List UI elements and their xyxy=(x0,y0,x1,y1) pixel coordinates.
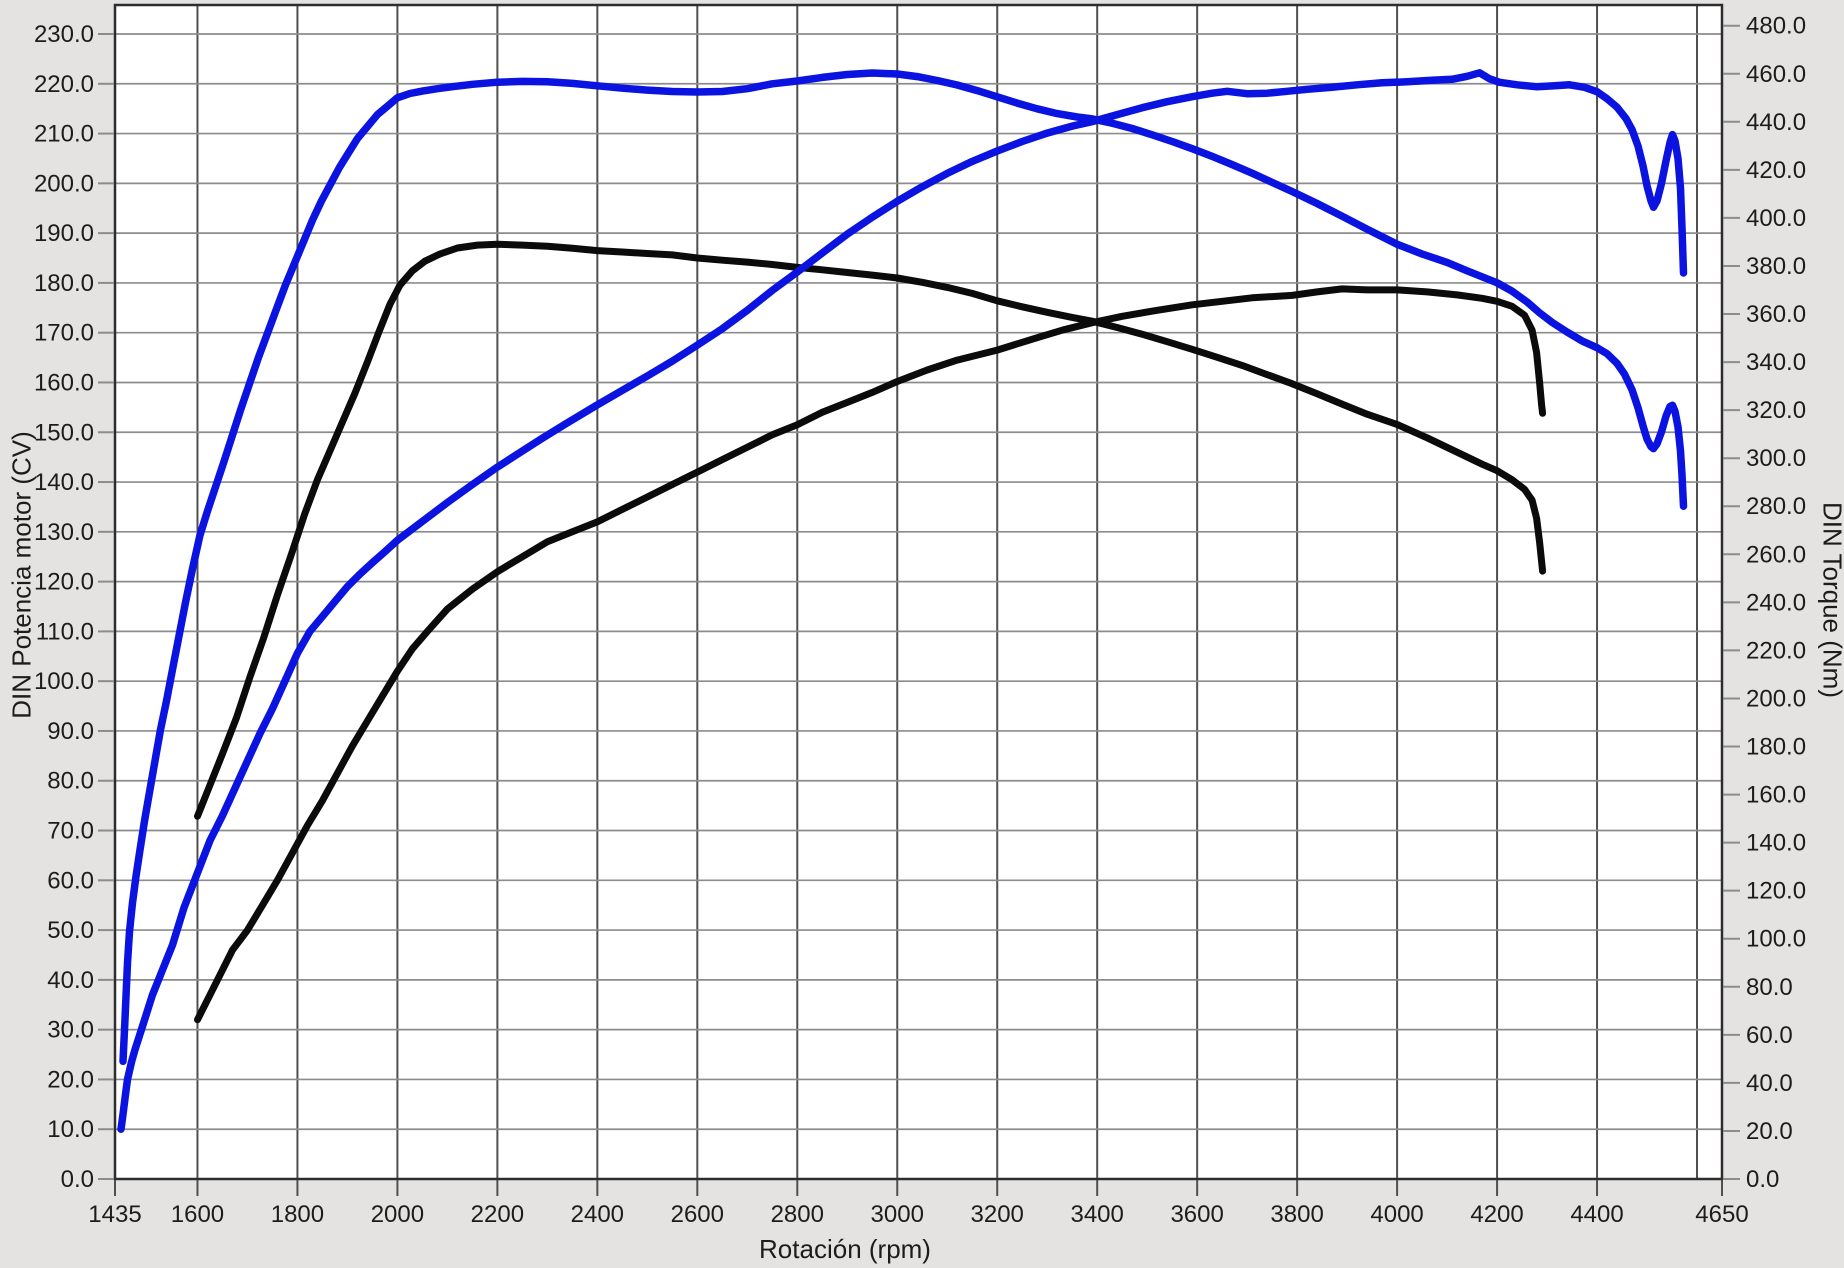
y-right-tick-label: 200.0 xyxy=(1746,685,1806,712)
y-left-tick-label: 200.0 xyxy=(34,170,94,197)
y-left-tick-label: 10.0 xyxy=(47,1116,94,1143)
horizontal-gridlines xyxy=(115,33,1722,1131)
x-tick-label: 2000 xyxy=(371,1201,424,1228)
x-tick-label: 4200 xyxy=(1470,1201,1523,1228)
left-axis-ticks: 0.0 10.0 20.0 30.0 40.0 50.0 60.0 70.0 80.0 90.0 1… xyxy=(34,21,114,1193)
y-right-tick-label: 140.0 xyxy=(1746,830,1806,857)
torque-blue-curve xyxy=(119,69,1688,1066)
y-left-tick-label: 100.0 xyxy=(34,668,94,695)
y-left-tick-label: 160.0 xyxy=(34,369,94,396)
curves xyxy=(117,69,1688,1133)
y-right-tick-label: 180.0 xyxy=(1746,734,1806,761)
y-right-tick-label: 80.0 xyxy=(1746,974,1793,1001)
y-right-tick-label: 160.0 xyxy=(1746,782,1806,809)
power-blue-curve xyxy=(117,69,1688,1133)
x-tick-label: 3600 xyxy=(1170,1201,1223,1228)
y-left-tick-label: 20.0 xyxy=(47,1066,94,1093)
y-left-tick-label: 50.0 xyxy=(47,917,94,944)
y-left-tick-label: 120.0 xyxy=(34,569,94,596)
x-tick-label: 1800 xyxy=(271,1201,324,1228)
y-left-tick-label: 110.0 xyxy=(36,618,94,645)
plot-area xyxy=(115,5,1722,1179)
y-left-tick-label: 140.0 xyxy=(34,469,94,496)
x-axis-ticks: 1435 1600 1800 2000 2200 2400 2600 2800 3000 3200… xyxy=(88,1180,1749,1228)
x-tick-label: 1435 xyxy=(88,1201,141,1228)
x-tick-label: 2400 xyxy=(571,1201,624,1228)
y-left-tick-label: 30.0 xyxy=(47,1017,94,1044)
x-tick-label: 4650 xyxy=(1695,1201,1748,1228)
y-right-tick-label: 300.0 xyxy=(1746,445,1806,472)
x-tick-label: 4000 xyxy=(1370,1201,1423,1228)
y-right-tick-label: 360.0 xyxy=(1746,301,1806,328)
y-right-tick-label: 220.0 xyxy=(1746,637,1806,664)
y-left-tick-label: 230.0 xyxy=(34,21,94,48)
x-axis-title: Rotación (rpm) xyxy=(759,1234,931,1264)
y-left-axis-title: DIN Potencia motor (CV) xyxy=(6,431,37,719)
y-left-tick-label: 130.0 xyxy=(34,519,94,546)
y-right-tick-label: 260.0 xyxy=(1746,541,1806,568)
y-left-tick-label: 80.0 xyxy=(47,768,94,795)
y-right-tick-label: 480.0 xyxy=(1746,13,1806,40)
vertical-gridlines xyxy=(196,5,1699,1179)
x-tick-label: 3800 xyxy=(1270,1201,1323,1228)
plot-border xyxy=(113,3,1724,1181)
y-right-tick-label: 460.0 xyxy=(1746,61,1806,88)
x-tick-label: 3200 xyxy=(971,1201,1024,1228)
y-left-tick-label: 220.0 xyxy=(34,71,94,98)
y-left-tick-label: 180.0 xyxy=(34,270,94,297)
x-tick-label: 4400 xyxy=(1570,1201,1623,1228)
y-right-tick-label: 400.0 xyxy=(1746,205,1806,232)
power-black-curve xyxy=(194,285,1547,1024)
y-right-tick-label: 420.0 xyxy=(1746,157,1806,184)
x-tick-label: 3000 xyxy=(871,1201,924,1228)
x-tick-label: 2200 xyxy=(471,1201,524,1228)
y-right-tick-label: 380.0 xyxy=(1746,253,1806,280)
x-tick-label: 2800 xyxy=(771,1201,824,1228)
y-left-tick-label: 70.0 xyxy=(47,818,94,845)
y-right-tick-label: 280.0 xyxy=(1746,493,1806,520)
y-right-tick-label: 0.0 xyxy=(1746,1166,1779,1193)
y-right-tick-label: 60.0 xyxy=(1746,1022,1793,1049)
y-left-tick-label: 150.0 xyxy=(34,419,94,446)
y-right-axis-title: DIN Torque (Nm) xyxy=(1817,501,1844,699)
y-right-tick-label: 100.0 xyxy=(1746,926,1806,953)
x-tick-label: 3400 xyxy=(1070,1201,1123,1228)
y-left-tick-label: 190.0 xyxy=(34,220,94,247)
y-left-tick-label: 170.0 xyxy=(34,320,94,347)
x-tick-label: 2600 xyxy=(671,1201,724,1228)
x-tick-label: 1600 xyxy=(171,1201,224,1228)
y-right-tick-label: 320.0 xyxy=(1746,397,1806,424)
y-right-tick-label: 240.0 xyxy=(1746,589,1806,616)
y-right-tick-label: 340.0 xyxy=(1746,349,1806,376)
y-right-tick-label: 40.0 xyxy=(1746,1070,1793,1097)
y-right-tick-label: 20.0 xyxy=(1746,1118,1793,1145)
right-axis-ticks: 0.0 20.0 40.0 60.0 80.0 100.0 120.0 140.0 160.0 1… xyxy=(1723,13,1806,1193)
y-left-tick-label: 90.0 xyxy=(47,718,94,745)
y-left-tick-label: 40.0 xyxy=(47,967,94,994)
y-right-tick-label: 120.0 xyxy=(1746,878,1806,905)
y-left-tick-label: 210.0 xyxy=(34,121,94,148)
y-right-tick-label: 440.0 xyxy=(1746,109,1806,136)
y-left-tick-label: 60.0 xyxy=(47,867,94,894)
torque-black-curve xyxy=(194,240,1547,820)
y-left-tick-label: 0.0 xyxy=(61,1166,94,1193)
